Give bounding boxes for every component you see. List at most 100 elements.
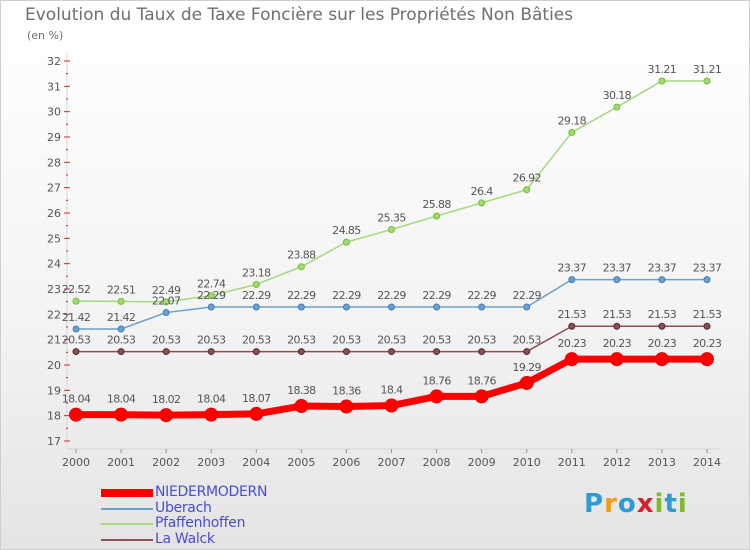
data-point xyxy=(433,212,441,220)
logo-letter: i xyxy=(654,489,665,519)
data-point xyxy=(249,406,264,421)
data-label: 23.37 xyxy=(558,262,587,275)
data-point xyxy=(433,348,441,356)
y-tick-label: 25 xyxy=(47,232,61,245)
data-label: 18.4 xyxy=(380,384,403,397)
data-label: 21.53 xyxy=(693,308,722,321)
y-tick-label: 24 xyxy=(47,258,61,271)
data-point xyxy=(162,298,170,306)
data-point xyxy=(703,322,711,330)
data-label: 22.29 xyxy=(467,289,496,302)
data-point xyxy=(342,348,350,356)
data-point xyxy=(117,348,125,356)
data-point xyxy=(252,280,260,288)
data-label: 22.49 xyxy=(152,284,181,297)
data-label: 23.37 xyxy=(603,262,632,275)
data-point xyxy=(207,303,215,311)
data-label: 22.07 xyxy=(152,295,181,308)
data-label: 26.92 xyxy=(512,172,541,185)
x-tick-label: 2002 xyxy=(152,456,180,469)
data-point xyxy=(703,77,711,85)
data-label: 19.29 xyxy=(512,361,541,374)
data-point xyxy=(654,352,669,367)
data-label: 22.29 xyxy=(242,289,271,302)
x-tick-label: 2010 xyxy=(513,456,541,469)
data-label: 24.85 xyxy=(332,224,361,237)
data-label: 30.18 xyxy=(603,89,632,102)
data-point xyxy=(568,322,576,330)
data-label: 18.02 xyxy=(152,393,181,406)
x-tick-label: 2005 xyxy=(287,456,315,469)
x-tick-label: 2000 xyxy=(62,456,90,469)
data-label: 20.53 xyxy=(107,334,136,347)
data-label: 18.76 xyxy=(467,374,496,387)
data-point xyxy=(478,199,486,207)
data-point xyxy=(519,375,534,390)
data-label: 20.53 xyxy=(422,334,451,347)
x-tick-label: 2007 xyxy=(378,456,406,469)
x-tick-label: 2004 xyxy=(242,456,270,469)
data-point xyxy=(297,303,305,311)
data-label: 22.29 xyxy=(332,289,361,302)
legend-swatch xyxy=(101,523,153,525)
data-point xyxy=(117,325,125,333)
data-label: 21.53 xyxy=(648,308,677,321)
data-label: 20.53 xyxy=(287,334,316,347)
chart-title: Evolution du Taux de Taxe Foncière sur l… xyxy=(25,5,574,25)
data-point xyxy=(72,325,80,333)
data-point xyxy=(703,276,711,284)
y-tick-label: 21 xyxy=(47,334,61,347)
data-point xyxy=(342,303,350,311)
data-point xyxy=(388,225,395,233)
data-label: 20.53 xyxy=(377,334,406,347)
x-tick-label: 2011 xyxy=(558,456,586,469)
data-point xyxy=(69,407,83,422)
legend-label: La Walck xyxy=(155,530,215,547)
data-label: 20.53 xyxy=(62,334,91,347)
data-label: 22.29 xyxy=(422,289,451,302)
data-point xyxy=(117,297,125,305)
data-point xyxy=(658,322,666,330)
data-point xyxy=(568,128,576,136)
x-tick-label: 2006 xyxy=(332,456,360,469)
y-tick-label: 17 xyxy=(47,435,61,448)
y-tick-label: 32 xyxy=(47,55,61,68)
data-label: 22.52 xyxy=(62,283,91,296)
data-point xyxy=(294,399,309,414)
data-label: 20.53 xyxy=(242,334,271,347)
y-tick-label: 26 xyxy=(47,207,61,220)
data-point xyxy=(159,408,174,423)
y-tick-label: 30 xyxy=(47,106,61,119)
data-label: 21.53 xyxy=(603,308,632,321)
data-label: 23.37 xyxy=(693,262,722,275)
legend-swatch xyxy=(101,538,153,541)
data-label: 25.35 xyxy=(377,211,406,224)
data-point xyxy=(297,348,305,356)
chart-subtitle: (en %) xyxy=(27,29,64,42)
x-tick-label: 2001 xyxy=(107,456,135,469)
legend-label: NIEDERMODERN xyxy=(155,484,268,500)
data-label: 20.53 xyxy=(332,334,361,347)
data-point xyxy=(658,77,666,85)
data-point xyxy=(613,276,621,284)
y-tick-label: 19 xyxy=(47,384,61,397)
x-tick-label: 2008 xyxy=(423,456,451,469)
data-label: 25.88 xyxy=(422,198,451,211)
y-tick-label: 29 xyxy=(47,131,61,144)
data-point xyxy=(297,263,305,271)
data-label: 20.53 xyxy=(512,334,541,347)
data-point xyxy=(658,276,666,284)
data-point xyxy=(523,348,531,356)
data-label: 20.53 xyxy=(467,334,496,347)
x-tick-label: 2003 xyxy=(197,456,225,469)
data-label: 22.29 xyxy=(512,289,541,302)
x-tick-label: 2014 xyxy=(693,456,721,469)
legend-swatch xyxy=(101,489,153,497)
logo-letter: P xyxy=(584,489,605,519)
data-label: 22.74 xyxy=(197,278,226,291)
data-point xyxy=(72,297,80,305)
data-label: 20.53 xyxy=(152,334,181,347)
data-point xyxy=(339,399,354,414)
data-label: 20.53 xyxy=(197,334,226,347)
y-tick-label: 23 xyxy=(47,283,61,296)
